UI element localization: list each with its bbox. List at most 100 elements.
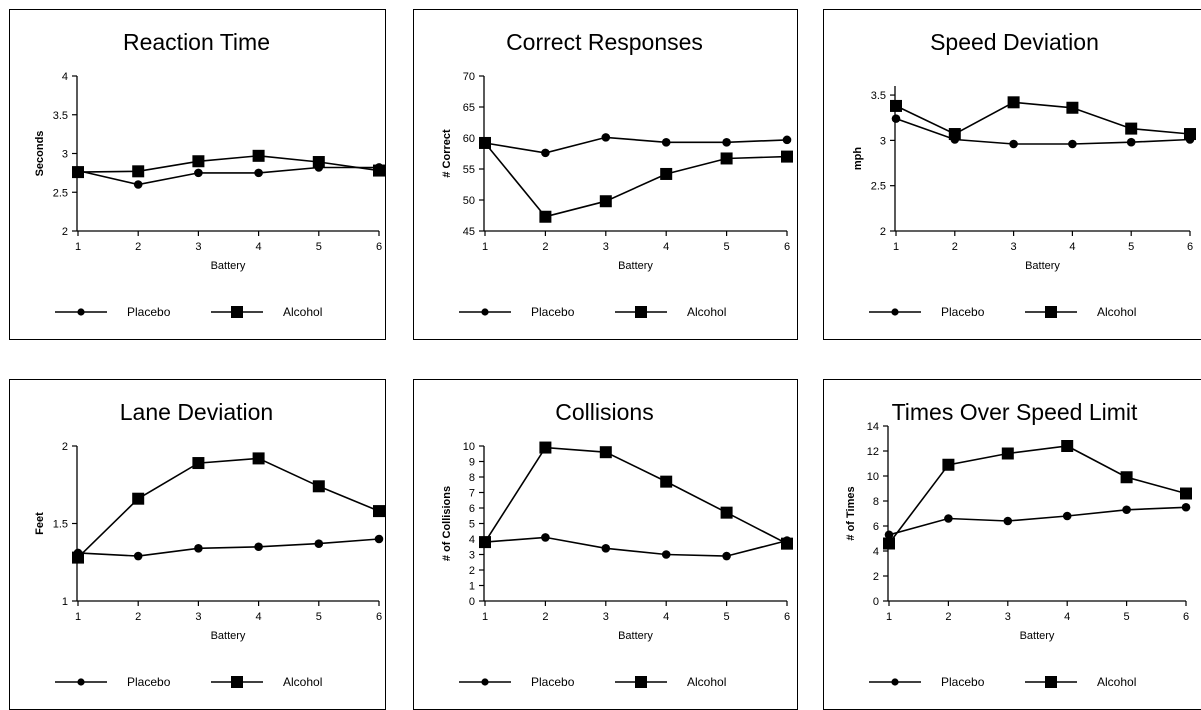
x-tick-label: 1 [886,611,892,623]
y-tick-label: 2.5 [53,187,68,199]
x-axis-label: Battery [618,630,653,642]
y-tick-label: 55 [463,164,475,176]
legend-label-placebo: Placebo [531,305,575,319]
chart-panel-lane-deviation: Lane Deviation 1 1.5 2 1 2 3 4 5 6 Battery Feet Plac… [9,379,386,710]
data-point-placebo [1003,516,1013,526]
y-tick-label: 8 [873,496,879,508]
chart-title: Reaction Time [123,29,270,55]
chart-panel-collisions: Collisions 0 1 2 3 4 5 6 7 8 9 10 1 2 3 4 5 6 Battery # of … [413,379,798,710]
y-tick-label: 2.5 [871,181,886,193]
data-point-alcohol [1061,440,1074,452]
y-tick-label: 2 [469,565,475,577]
data-point-alcohol [252,452,265,465]
y-tick-label: 2 [880,226,886,238]
y-axis-label: # of Collisions [441,486,453,561]
chart-panel-speed-deviation: Speed Deviation 2 2.5 3 3.5 1 2 3 4 5 6 Battery mph P… [823,9,1201,340]
data-point-alcohol [72,166,84,179]
legend-label-alcohol: Alcohol [687,675,726,689]
y-tick-label: 3 [880,135,886,147]
data-point-alcohol [192,155,205,168]
data-point-alcohol [660,167,673,180]
data-point-alcohol [479,136,491,149]
x-tick-label: 2 [135,611,141,623]
data-point-placebo [1062,511,1072,521]
data-point-alcohol [252,149,265,162]
legend-label-alcohol: Alcohol [1097,675,1136,689]
data-point-alcohol [1007,96,1020,109]
chart-title: Speed Deviation [930,29,1099,55]
y-axis-label: Feet [34,512,46,535]
x-tick-label: 1 [75,241,81,253]
data-point-alcohol [132,165,145,178]
x-tick-label: 4 [1064,611,1070,623]
y-tick-label: 9 [469,457,475,469]
x-tick-label: 6 [784,241,790,253]
data-point-placebo [884,530,894,540]
data-point-alcohol [479,536,491,549]
data-point-placebo [254,542,263,552]
y-tick-label: 1.5 [53,519,68,531]
y-tick-label: 14 [867,421,879,433]
y-tick-label: 45 [463,226,475,238]
y-tick-label: 3 [469,550,475,562]
x-tick-label: 3 [195,611,201,623]
chart-title: Lane Deviation [120,399,273,425]
legend-marker-alcohol [1045,306,1057,318]
legend-label-alcohol: Alcohol [1097,305,1136,319]
y-tick-label: 70 [463,71,475,83]
y-tick-label: 3 [62,149,68,161]
x-tick-label: 2 [945,611,951,623]
data-point-placebo [133,551,143,561]
legend-label-alcohol: Alcohol [687,305,726,319]
data-point-alcohol [1180,487,1192,500]
data-point-alcohol [373,164,385,177]
y-tick-label: 5 [469,519,475,531]
data-point-placebo [891,114,901,123]
legend-label-placebo: Placebo [941,675,985,689]
series-line-placebo [895,117,1191,145]
x-tick-label: 6 [1183,611,1189,623]
series-line-alcohol [484,142,788,218]
legend-marker-alcohol [635,306,647,318]
data-point-placebo [722,551,731,561]
data-point-alcohol [942,458,955,471]
x-tick-label: 4 [663,611,669,623]
y-tick-label: 50 [463,195,475,207]
data-point-placebo [601,133,611,142]
data-point-placebo [374,534,384,544]
y-tick-label: 2 [62,226,68,238]
data-point-alcohol [1184,128,1196,141]
x-tick-label: 5 [724,611,730,623]
data-point-alcohol [948,128,961,141]
x-tick-label: 4 [1069,241,1075,253]
legend-marker-placebo [77,308,85,316]
y-axis-label: mph [852,147,864,171]
y-axis-label: # Correct [441,129,453,178]
data-point-alcohol [599,446,612,459]
y-tick-label: 6 [873,521,879,533]
legend-marker-alcohol [1045,676,1057,688]
data-point-alcohol [132,492,145,505]
legend-marker-placebo [77,678,85,686]
y-axis-label: Seconds [34,131,46,177]
series-line-alcohol [77,457,380,559]
x-tick-label: 5 [1128,241,1134,253]
y-tick-label: 4 [62,71,68,83]
data-point-placebo [1122,505,1131,515]
chart-panel-times-over-speed-limit: Times Over Speed Limit 0 2 4 6 8 10 12 14 1 2 3 4 5 6 B… [823,379,1201,710]
series-line-placebo [484,136,788,154]
data-point-alcohol [312,156,325,169]
x-tick-label: 2 [542,241,548,253]
chart-svg: Lane Deviation 1 1.5 2 1 2 3 4 5 6 Battery Feet Plac… [34,399,385,689]
y-tick-label: 2 [873,571,879,583]
y-tick-label: 7 [469,488,475,500]
data-point-placebo [1009,139,1018,149]
x-tick-label: 2 [135,241,141,253]
x-tick-label: 1 [482,241,488,253]
data-point-placebo [194,544,203,553]
x-tick-label: 5 [316,241,322,253]
